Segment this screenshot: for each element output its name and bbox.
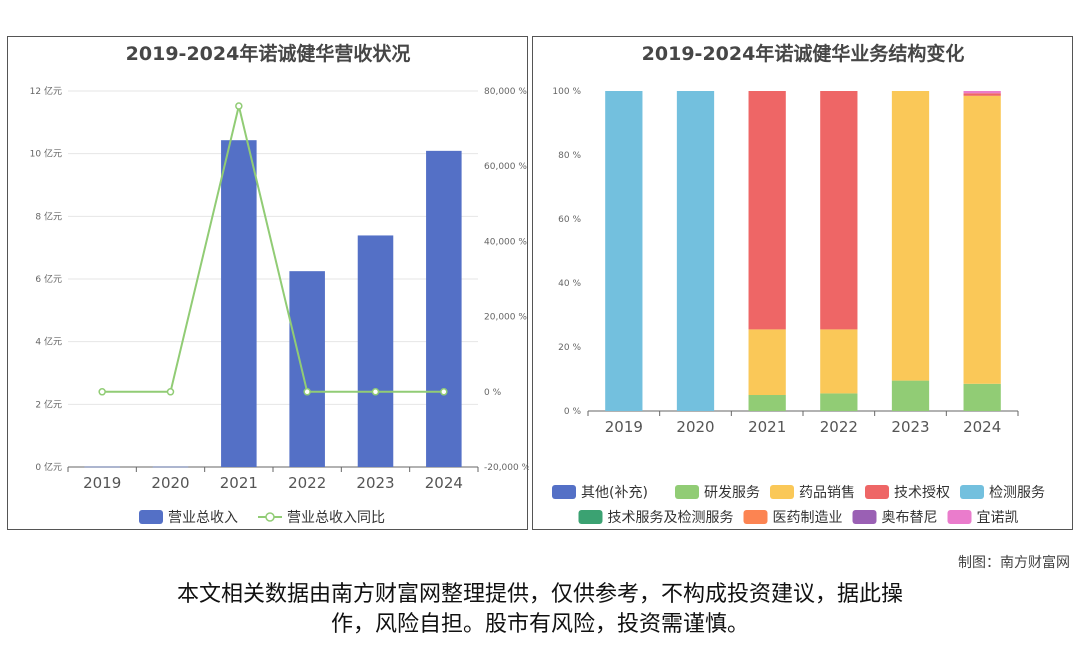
legend-swatch-yoy-marker	[265, 512, 275, 522]
y-left-tick-label: 8 亿元	[35, 210, 62, 222]
y-left-tick-label: 12 亿元	[30, 85, 62, 97]
legend-label: 技术授权	[894, 485, 950, 501]
chart-title: 2019-2024年诺诚健华业务结构变化	[642, 42, 965, 65]
y-right-tick-label: 0 %	[484, 388, 502, 398]
stack-segment	[748, 329, 786, 395]
legend-label-yoy: 营业总收入同比	[287, 510, 385, 526]
stack-segment	[820, 329, 858, 394]
structure-chart: 2019-2024年诺诚健华业务结构变化 0 % 20 % 40 % 60 % 80 % 1…	[552, 42, 1045, 526]
legend-swatch	[743, 510, 768, 524]
legend-swatch	[960, 485, 984, 499]
stack-segment	[963, 95, 1001, 384]
x-tick-label: 2022	[288, 474, 326, 492]
stack-segment	[891, 91, 930, 381]
yoy-point	[303, 388, 311, 396]
revenue-bar	[152, 466, 189, 468]
revenue-chart-panel: 2019-2024年诺诚健华营收状况 0 亿元 2 亿元 4 亿元 6 亿元 8 亿元 10…	[7, 36, 529, 530]
x-tick-label: 2023	[891, 418, 929, 436]
legend-swatch	[578, 510, 603, 524]
revenue-bar	[84, 466, 120, 468]
yoy-point	[371, 388, 380, 396]
x-tick-label: 2022	[820, 418, 858, 436]
y-tick-label: 60 %	[558, 215, 581, 225]
y-left-tick-label: 6 亿元	[35, 273, 62, 285]
legend-swatch	[852, 510, 877, 524]
x-tick-label: 2019	[83, 474, 121, 492]
disclaimer: 本文相关数据由南方财富网整理提供，仅供参考，不构成投资建议，据此操 作，风险自担…	[0, 580, 1080, 640]
stack-segment	[891, 380, 930, 411]
legend-swatch	[675, 485, 699, 499]
yoy-point	[235, 102, 243, 110]
y-left-tick-label: 4 亿元	[35, 336, 62, 348]
stack-segment	[748, 395, 786, 411]
stack-segment	[963, 383, 1001, 411]
legend-swatch-revenue	[139, 510, 163, 524]
legend-swatch	[552, 485, 576, 499]
structure-chart-panel: 2019-2024年诺诚健华业务结构变化 0 % 20 % 40 % 60 % 80 % 1…	[532, 36, 1073, 530]
x-tick-label: 2024	[425, 474, 463, 492]
x-tick-label: 2021	[748, 418, 786, 436]
legend-label: 宜诺凯	[977, 510, 1019, 526]
stack-segment	[963, 91, 1001, 94]
yoy-line	[102, 105, 444, 393]
y-tick-label: 80 %	[558, 151, 581, 161]
legend-label: 其他(补充)	[581, 485, 648, 501]
yoy-point	[166, 388, 175, 396]
chart-title: 2019-2024年诺诚健华营收状况	[126, 42, 411, 65]
legend-label: 技术服务及检测服务	[608, 510, 734, 526]
revenue-bar	[289, 271, 325, 467]
y-tick-label: 100 %	[552, 87, 581, 97]
stack-segment	[820, 91, 858, 330]
y-left-tick-label: 0 亿元	[35, 461, 62, 473]
legend-label: 研发服务	[704, 485, 760, 501]
legend-label-revenue: 营业总收入	[168, 510, 238, 526]
revenue-chart: 2019-2024年诺诚健华营收状况 0 亿元 2 亿元 4 亿元 6 亿元 8 亿元 10…	[30, 42, 529, 526]
y-tick-label: 40 %	[558, 279, 581, 289]
legend-label: 检测服务	[989, 485, 1045, 501]
x-tick-label: 2023	[356, 474, 394, 492]
yoy-point	[440, 388, 448, 396]
revenue-bar	[426, 150, 462, 467]
legend-swatch	[770, 485, 794, 499]
legend-swatch	[865, 485, 889, 499]
y-right-tick-label: -20,000 %	[484, 463, 529, 473]
chart-credit: 制图：南方财富网	[958, 555, 1070, 571]
x-tick-label: 2020	[151, 474, 189, 492]
y-left-tick-label: 2 亿元	[35, 398, 62, 410]
y-tick-label: 0 %	[564, 407, 582, 417]
y-tick-label: 20 %	[558, 343, 581, 353]
x-tick-label: 2021	[220, 474, 258, 492]
disclaimer-line-2: 作，风险自担。股市有风险，投资需谨慎。	[330, 612, 749, 637]
y-left-tick-label: 10 亿元	[30, 148, 62, 160]
x-tick-label: 2020	[676, 418, 714, 436]
stack-segment	[748, 91, 786, 330]
legend-swatch	[947, 510, 972, 524]
stack-segment	[963, 93, 1001, 96]
y-right-tick-label: 20,000 %	[484, 313, 527, 323]
stack-segment	[676, 91, 715, 411]
y-right-tick-label: 80,000 %	[484, 87, 527, 97]
legend-label: 医药制造业	[773, 510, 843, 526]
x-tick-label: 2024	[963, 418, 1001, 436]
yoy-point	[98, 388, 106, 396]
stack-segment	[605, 91, 643, 411]
y-right-tick-label: 60,000 %	[484, 162, 527, 172]
legend-label: 奥布替尼	[882, 509, 938, 526]
stack-segment	[820, 393, 858, 411]
x-tick-label: 2019	[605, 418, 643, 436]
disclaimer-line-1: 本文相关数据由南方财富网整理提供，仅供参考，不构成投资建议，据此操	[176, 582, 903, 607]
y-right-tick-label: 40,000 %	[484, 237, 527, 247]
revenue-bar	[221, 140, 257, 467]
revenue-bar	[357, 235, 394, 467]
legend-label: 药品销售	[799, 485, 855, 501]
